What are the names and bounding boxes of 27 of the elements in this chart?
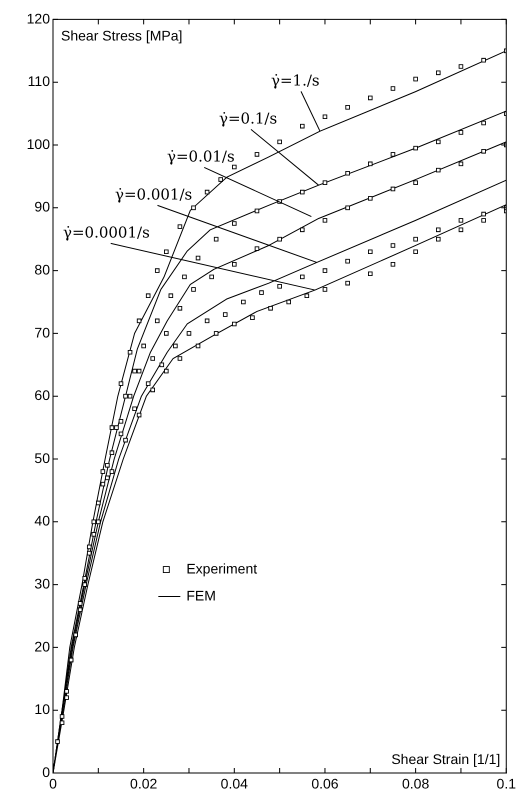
y-tick-label: 30: [34, 575, 50, 592]
annotation: γ̇=0.1/s: [219, 109, 278, 128]
y-tick-label: 10: [34, 701, 50, 718]
x-tick-label: 0.02: [130, 775, 158, 792]
y-tick-label: 50: [34, 450, 50, 466]
annotation: γ̇=0.0001/s: [63, 223, 150, 242]
y-tick-label: 20: [34, 638, 50, 654]
legend-label: Experiment: [186, 560, 258, 576]
y-tick-label: 40: [34, 512, 50, 529]
y-tick-label: 90: [34, 198, 50, 215]
annotation: γ̇=1./s: [271, 71, 320, 90]
x-axis-title: Shear Strain [1/1]: [391, 750, 500, 767]
annotation: γ̇=0.001/s: [115, 185, 192, 204]
x-tick-label: 0.04: [220, 775, 248, 792]
y-tick-label: 60: [34, 387, 50, 404]
y-tick-label: 100: [26, 136, 50, 152]
y-tick-label: 120: [26, 10, 50, 26]
x-tick-label: 0.08: [402, 775, 430, 792]
x-tick-label: 0.1: [496, 775, 516, 792]
x-tick-label: 0.06: [311, 775, 339, 792]
y-axis-title: Shear Stress [MPa]: [61, 27, 182, 44]
y-tick-label: 110: [28, 73, 50, 90]
annotation: γ̇=0.01/s: [167, 147, 235, 166]
y-tick-label: 70: [34, 324, 50, 340]
y-tick-label: 0: [42, 764, 50, 780]
y-tick-label: 80: [34, 261, 50, 278]
legend-label: FEM: [186, 587, 216, 604]
